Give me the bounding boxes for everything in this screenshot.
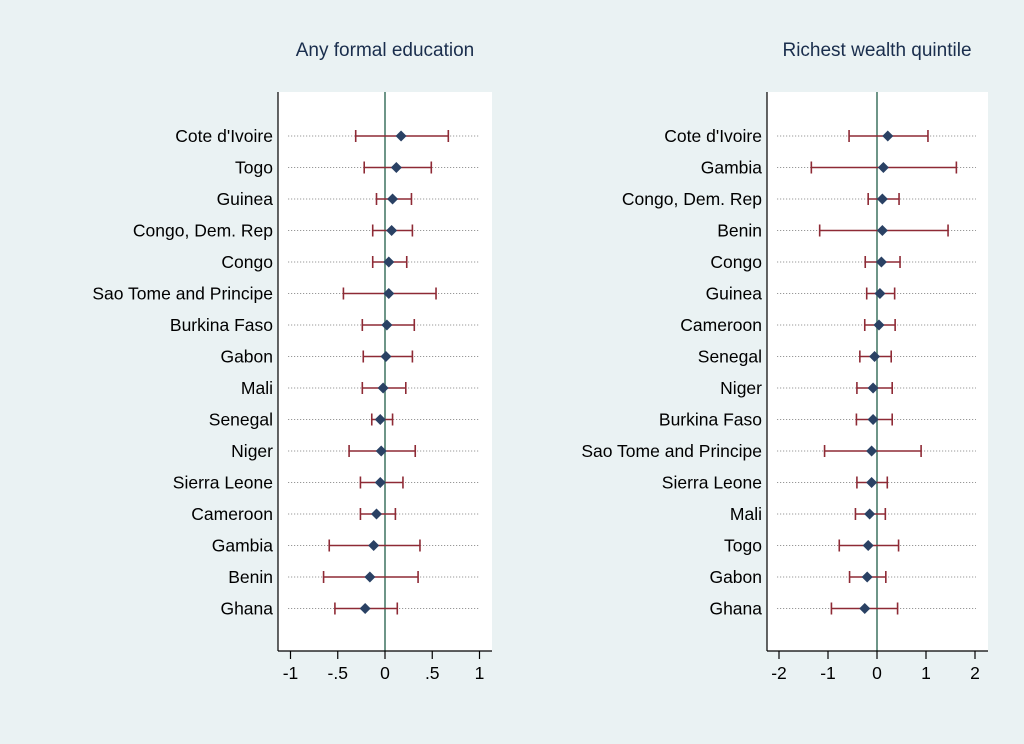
category-label: Senegal	[698, 347, 762, 367]
estimate-marker	[395, 130, 407, 142]
estimate-marker	[368, 540, 380, 551]
estimate-marker	[370, 508, 382, 520]
category-label: Cameroon	[191, 504, 273, 524]
estimate-marker	[375, 445, 387, 457]
category-label: Sao Tome and Principe	[581, 441, 762, 461]
estimate-marker	[866, 445, 878, 457]
category-label: Burkina Faso	[170, 315, 273, 335]
x-tick-label: .5	[425, 663, 440, 683]
estimate-marker	[867, 414, 879, 425]
estimate-marker	[380, 351, 392, 362]
category-label: Sao Tome and Principe	[92, 284, 273, 304]
category-label: Mali	[730, 504, 762, 524]
estimate-marker	[364, 571, 376, 583]
estimate-marker	[374, 477, 386, 488]
x-tick-label: -1	[820, 663, 836, 683]
estimate-marker	[383, 256, 395, 268]
category-label: Burkina Faso	[659, 410, 762, 430]
category-label: Congo, Dem. Rep	[133, 221, 273, 241]
category-label: Gambia	[701, 158, 763, 178]
category-label: Ghana	[709, 599, 762, 619]
estimate-marker	[876, 193, 888, 205]
estimate-marker	[377, 382, 389, 394]
category-label: Togo	[235, 158, 273, 178]
category-label: Gambia	[212, 536, 274, 556]
panel-title: Richest wealth quintile	[782, 40, 971, 61]
x-tick-label: 1	[921, 663, 931, 683]
estimate-marker	[386, 225, 398, 236]
estimate-marker	[882, 130, 894, 142]
category-label: Congo, Dem. Rep	[622, 189, 762, 209]
estimate-marker	[864, 508, 876, 520]
category-label: Niger	[720, 378, 762, 398]
x-tick-label: 1	[475, 663, 485, 683]
category-label: Guinea	[706, 284, 763, 304]
category-label: Congo	[710, 252, 762, 272]
category-label: Gabon	[220, 347, 273, 367]
estimate-marker	[869, 351, 881, 362]
category-label: Cote d'Ivoire	[175, 126, 273, 146]
estimate-marker	[862, 540, 874, 551]
estimate-marker	[866, 477, 878, 488]
panel-1: Any formal education Cote d'Ivoire Togo Gui…	[92, 40, 492, 683]
estimate-marker	[875, 256, 887, 268]
x-tick-label: -.5	[328, 663, 348, 683]
category-label: Cote d'Ivoire	[664, 126, 762, 146]
estimate-marker	[867, 382, 879, 394]
panel-2: Richest wealth quintile Cote d'Ivoire Gamb…	[581, 40, 988, 683]
category-label: Guinea	[217, 189, 274, 209]
category-label: Gabon	[709, 567, 762, 587]
category-label: Niger	[231, 441, 273, 461]
x-tick-label: -1	[283, 663, 299, 683]
category-label: Togo	[724, 536, 762, 556]
x-tick-label: -2	[771, 663, 787, 683]
estimate-marker	[359, 603, 371, 614]
estimate-marker	[383, 288, 395, 299]
estimate-marker	[876, 225, 888, 236]
category-label: Sierra Leone	[173, 473, 273, 493]
estimate-marker	[381, 319, 393, 331]
category-label: Cameroon	[680, 315, 762, 335]
x-tick-label: 2	[970, 663, 980, 683]
category-label: Mali	[241, 378, 273, 398]
estimate-marker	[873, 319, 885, 331]
category-label: Senegal	[209, 410, 273, 430]
category-label: Ghana	[220, 599, 273, 619]
estimate-marker	[374, 414, 386, 425]
category-label: Benin	[717, 221, 762, 241]
estimate-marker	[874, 288, 886, 299]
category-label: Congo	[221, 252, 273, 272]
estimate-marker	[859, 603, 871, 614]
estimate-marker	[390, 162, 402, 173]
x-tick-label: 0	[872, 663, 882, 683]
estimate-marker	[861, 571, 873, 583]
estimate-marker	[877, 162, 889, 173]
category-label: Benin	[228, 567, 273, 587]
x-tick-label: 0	[380, 663, 390, 683]
category-label: Sierra Leone	[662, 473, 762, 493]
panel-title: Any formal education	[296, 40, 475, 61]
estimate-marker	[387, 193, 399, 205]
